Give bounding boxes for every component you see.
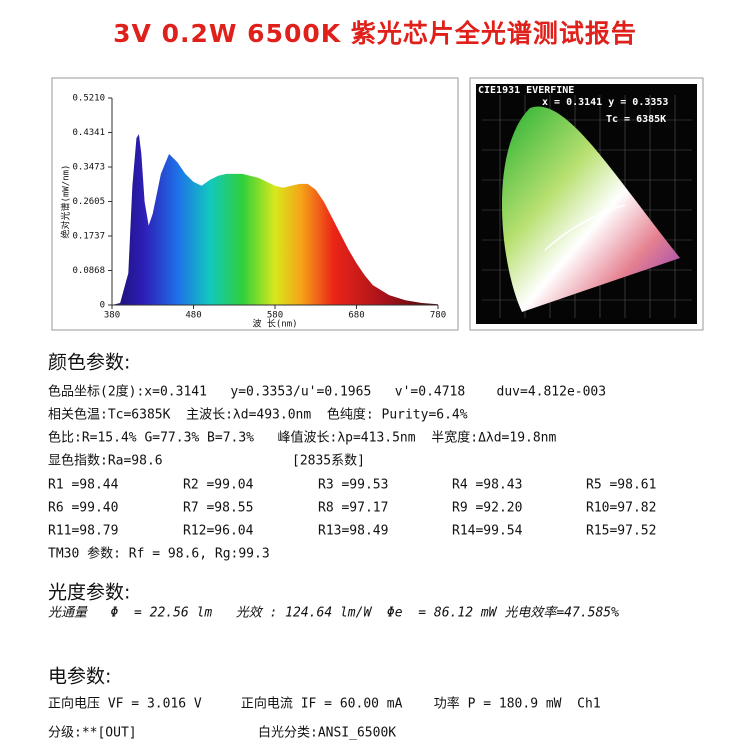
x-tick-label: 780 xyxy=(430,311,446,321)
y-tick-label: 0.5210 xyxy=(72,94,105,104)
r-value: R9 =92.20 xyxy=(452,501,522,516)
r-value: R3 =99.53 xyxy=(318,478,388,493)
section-heading: 电参数: xyxy=(48,666,111,688)
r-value: R10=97.82 xyxy=(586,501,656,516)
r-value: R5 =98.61 xyxy=(586,478,656,493)
r-table: R1 =98.44 R2 =99.04 R3 =99.53 R4 =98.43 R5 =… xyxy=(48,478,656,539)
text-line: 分级:**[OUT] xyxy=(48,726,137,741)
cie-locus xyxy=(501,106,680,312)
y-tick-label: 0.3473 xyxy=(72,163,105,173)
r-value: R6 =99.40 xyxy=(48,501,118,516)
y-axis-label: 绝对光谱(mW/nm) xyxy=(60,165,72,239)
cie-title: CIE1931 EVERFINE xyxy=(478,85,574,96)
text-line: 白光分类:ANSI_6500K xyxy=(258,725,396,741)
r-value: R15=97.52 xyxy=(586,524,656,539)
planckian-locus xyxy=(544,204,626,251)
text-line: TM30 参数: Rf = 98.6, Rg:99.3 xyxy=(48,546,270,562)
r-value: R12=96.04 xyxy=(183,524,254,539)
r-value: R4 =98.43 xyxy=(452,478,522,493)
text-line: 色比:R=15.4% G=77.3% B=7.3% 峰值波长:λp=413.5n… xyxy=(48,430,557,446)
x-tick-label: 380 xyxy=(104,311,120,321)
x-tick-label: 680 xyxy=(348,311,364,321)
cie-tc: Tc = 6385K xyxy=(606,114,666,125)
section-heading: 光度参数: xyxy=(48,582,130,604)
text-line: 正向电压 VF = 3.016 V 正向电流 IF = 60.00 mA 功率 … xyxy=(48,696,601,712)
cie-coords: x = 0.3141 y = 0.3353 xyxy=(542,97,668,108)
r-value: R1 =98.44 xyxy=(48,478,119,493)
section-heading: 颜色参数: xyxy=(48,352,130,374)
title: 3V 0.2W 6500K 紫光芯片全光谱测试报告 xyxy=(113,19,637,48)
y-tick-label: 0.2605 xyxy=(72,197,105,207)
y-tick-label: 0.0868 xyxy=(72,266,105,276)
spectrum-area xyxy=(112,134,438,305)
text-line: 显色指数:Ra=98.6 xyxy=(48,453,163,469)
text-line: 相关色温:Tc=6385K 主波长:λd=493.0nm 色纯度: Purity… xyxy=(48,407,468,423)
r-value: R2 =99.04 xyxy=(183,478,254,493)
y-tick-label: 0.1737 xyxy=(72,231,105,241)
x-axis-label: 波 长(nm) xyxy=(252,318,297,330)
r-value: R14=99.54 xyxy=(452,524,523,539)
x-tick-label: 480 xyxy=(185,311,201,321)
y-tick-label: 0 xyxy=(100,301,105,311)
cie-diagram: CIE1931 EVERFINE x = 0.3141 y = 0.3353 T… xyxy=(469,77,704,331)
text-line: [2835系数] xyxy=(292,454,365,469)
text-line: 光通量 Φ = 22.56 lm 光效 : 124.64 lm/W Φe = 8… xyxy=(48,605,619,621)
x-tick-label: 580 xyxy=(267,311,283,321)
r-value: R11=98.79 xyxy=(48,524,118,539)
r-value: R7 =98.55 xyxy=(183,501,253,516)
y-tick-label: 0.4341 xyxy=(72,128,105,138)
r-value: R8 =97.17 xyxy=(318,501,388,516)
text-line: 色品坐标(2度):x=0.3141 y=0.3353/u'=0.1965 v'=… xyxy=(48,384,606,400)
spectrum-chart: 0 0.0868 0.1737 0.2605 0.3473 0.4341 0.5210 380… xyxy=(60,94,447,330)
r-value: R13=98.49 xyxy=(318,524,388,539)
